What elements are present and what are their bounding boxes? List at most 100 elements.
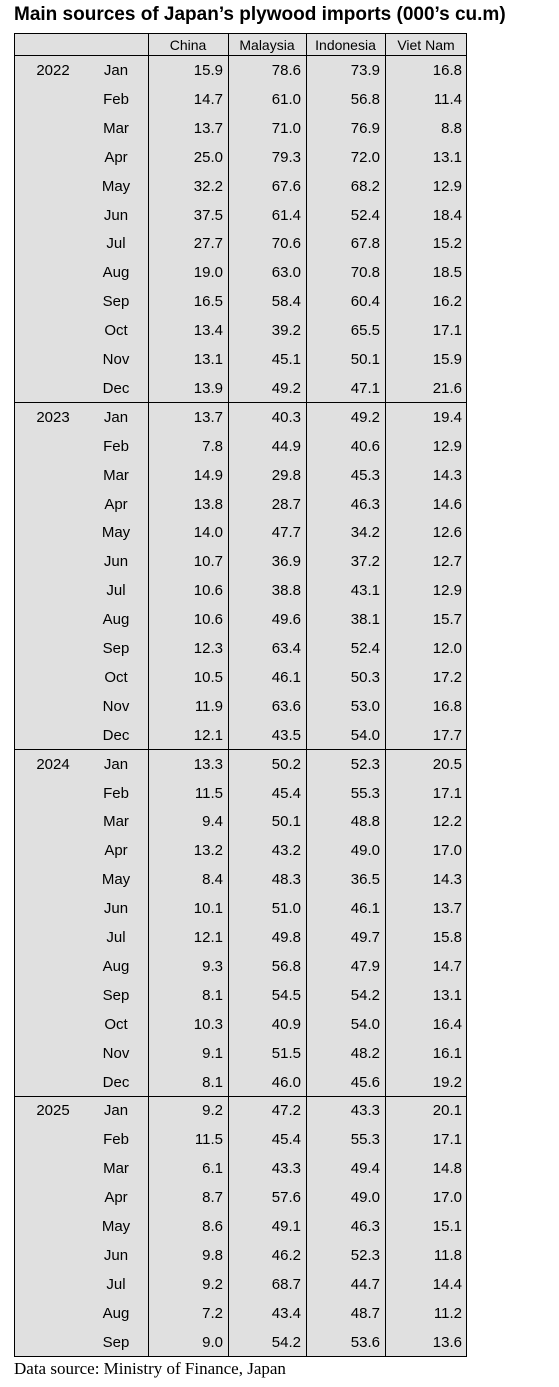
month-cell: Oct (104, 1015, 128, 1033)
month-cell: Jan (103, 755, 129, 773)
value-cell: 38.8 (271, 582, 301, 600)
value-cell: 46.0 (271, 1073, 301, 1091)
group-divider (15, 1095, 466, 1097)
value-cell: 12.7 (432, 553, 462, 571)
value-cell: 12.6 (432, 524, 462, 542)
value-cell: 13.1 (193, 351, 223, 368)
value-cell: 14.9 (193, 466, 223, 484)
value-cell: 13.7 (432, 900, 462, 918)
value-cell: 43.5 (271, 726, 301, 744)
value-cell: 43.2 (271, 842, 301, 860)
value-cell: 15.7 (432, 611, 462, 629)
value-cell: 46.1 (350, 900, 380, 918)
value-cell: 12.2 (432, 813, 462, 831)
month-cell: Jul (106, 235, 126, 253)
value-cell: 70.6 (271, 235, 301, 253)
value-cell: 34.2 (350, 524, 380, 542)
month-cell: Jun (103, 1246, 129, 1264)
value-cell: 16.8 (432, 697, 462, 715)
value-cell: 54.2 (271, 1333, 301, 1351)
month-cell: Apr (104, 1189, 128, 1207)
value-cell: 16.8 (432, 62, 462, 79)
value-cell: 67.8 (350, 235, 380, 253)
month-cell: May (101, 177, 131, 195)
month-cell: Mar (103, 119, 129, 137)
value-cell: 72.0 (350, 148, 380, 166)
value-cell: 76.9 (350, 119, 380, 137)
value-cell: 11.9 (194, 697, 223, 715)
value-cell: 12.1 (193, 726, 223, 744)
value-cell: 13.7 (193, 408, 223, 426)
value-cell: 10.6 (193, 611, 223, 629)
value-cell: 52.3 (350, 755, 380, 773)
value-cell: 10.3 (193, 1015, 223, 1033)
value-cell: 25.0 (193, 148, 223, 166)
month-cell: Sep (102, 293, 130, 311)
value-cell: 13.1 (432, 148, 462, 166)
value-cell: 52.4 (350, 640, 380, 657)
value-cell: 37.5 (193, 206, 223, 224)
value-cell: 43.3 (350, 1102, 380, 1120)
value-cell: 50.3 (350, 668, 380, 686)
month-cell: Oct (104, 322, 128, 340)
value-cell: 71.0 (271, 119, 301, 137)
value-cell: 38.1 (350, 611, 380, 629)
source-note: Data source: Ministry of Finance, Japan (14, 1359, 286, 1378)
value-cell: 19.2 (432, 1073, 462, 1091)
value-cell: 70.8 (350, 264, 380, 282)
value-cell: 55.3 (350, 1131, 380, 1149)
value-cell: 11.2 (433, 1304, 462, 1322)
value-cell: 48.3 (271, 871, 301, 889)
value-cell: 16.2 (432, 293, 462, 311)
value-cell: 10.7 (193, 553, 223, 571)
value-cell: 44.9 (271, 437, 301, 455)
value-cell: 8.1 (202, 1073, 223, 1091)
value-cell: 12.9 (432, 177, 462, 195)
month-cell: Dec (102, 379, 130, 397)
value-cell: 61.0 (271, 90, 301, 108)
value-cell: 40.3 (271, 408, 301, 426)
year-cell: 2024 (36, 755, 70, 773)
month-cell: Nov (102, 1044, 130, 1062)
value-cell: 11.5 (194, 1131, 223, 1149)
value-cell: 14.7 (193, 90, 223, 108)
value-cell: 7.2 (202, 1304, 223, 1322)
value-cell: 17.0 (432, 842, 462, 860)
value-cell: 20.1 (432, 1102, 462, 1120)
value-cell: 10.5 (193, 668, 223, 686)
title: Main sources of Japan’s plywood imports … (14, 4, 506, 25)
value-cell: 14.3 (432, 466, 462, 484)
value-cell: 49.0 (350, 842, 380, 860)
value-cell: 8.4 (202, 871, 223, 889)
value-cell: 12.9 (432, 437, 462, 455)
column-header: Indonesia (315, 37, 376, 53)
value-cell: 12.1 (193, 929, 223, 946)
column-header: Malaysia (239, 37, 295, 53)
value-cell: 40.9 (271, 1015, 301, 1033)
value-cell: 56.8 (350, 90, 380, 108)
value-cell: 50.1 (350, 351, 380, 368)
month-cell: Dec (102, 726, 130, 744)
value-cell: 49.2 (271, 379, 301, 397)
value-cell: 44.7 (350, 1275, 380, 1293)
value-cell: 78.6 (271, 62, 301, 79)
value-cell: 47.1 (350, 379, 380, 397)
month-cell: Feb (103, 437, 129, 455)
value-cell: 12.3 (193, 640, 223, 657)
month-cell: Feb (103, 1131, 129, 1149)
value-cell: 52.3 (350, 1246, 380, 1264)
value-cell: 54.0 (350, 1015, 380, 1033)
month-cell: Apr (104, 842, 128, 860)
value-cell: 16.1 (432, 1044, 462, 1062)
column-header: China (169, 37, 207, 53)
value-cell: 49.0 (350, 1189, 380, 1207)
value-cell: 46.1 (271, 668, 301, 686)
value-cell: 68.7 (271, 1275, 301, 1293)
month-cell: Sep (102, 986, 130, 1004)
value-cell: 12.9 (432, 582, 462, 600)
value-cell: 29.8 (271, 466, 301, 484)
value-cell: 6.1 (202, 1160, 223, 1178)
month-cell: Jan (103, 408, 129, 426)
month-cell: Jul (106, 929, 126, 946)
